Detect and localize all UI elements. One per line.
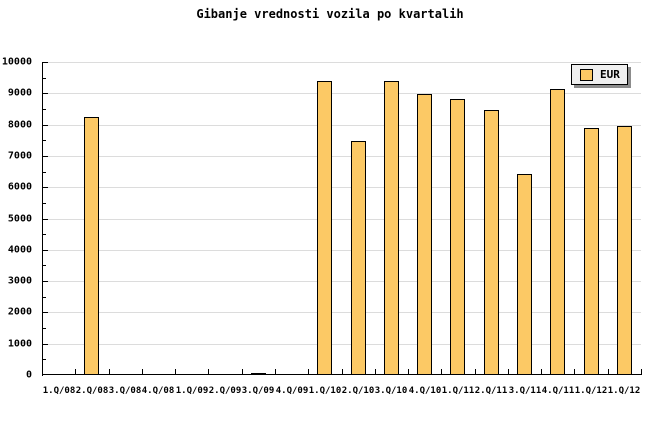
gridline: [42, 219, 641, 220]
x-tick: [541, 369, 542, 375]
y-tick-major: [43, 93, 48, 94]
gridline: [42, 62, 641, 63]
x-tick: [109, 369, 110, 375]
y-axis-label: 9000: [7, 87, 32, 99]
bar-2.Q/11-13: [484, 110, 499, 375]
y-tick-major: [43, 125, 48, 126]
y-tick-minor: [43, 297, 46, 298]
x-axis-label: 4.Q/09: [275, 386, 309, 396]
x-axis-label: 3.Q/11: [508, 386, 542, 396]
chart-title: Gibanje vrednosti vozila po kvartalih: [196, 7, 464, 21]
y-axis-label: 4000: [7, 244, 32, 256]
bar-4.Q/11-15: [550, 89, 565, 375]
x-axis-label: 4.Q/10: [408, 386, 442, 396]
gridline: [42, 312, 641, 313]
gridline: [42, 281, 641, 282]
y-tick-major: [43, 187, 48, 188]
x-axis-label: 2.Q/10: [341, 386, 375, 396]
x-tick: [408, 369, 409, 375]
y-axis-label: 1000: [7, 338, 32, 350]
x-tick: [375, 369, 376, 375]
x-axis-label: 3.Q/08: [108, 386, 142, 396]
x-tick: [275, 369, 276, 375]
y-tick-minor: [43, 234, 46, 235]
y-axis-label: 3000: [7, 275, 32, 287]
x-axis-label: 4.Q/08: [141, 386, 175, 396]
y-tick-major: [43, 219, 48, 220]
x-axis-label: 2.Q/09: [208, 386, 242, 396]
y-tick-major: [43, 374, 48, 375]
x-tick: [308, 369, 309, 375]
gridline: [42, 250, 641, 251]
bar-1.Q/10-8: [317, 81, 332, 375]
y-tick-minor: [43, 78, 46, 79]
y-axis-label: 5000: [7, 213, 32, 225]
legend-label: EUR: [600, 68, 620, 81]
y-tick-minor: [43, 359, 46, 360]
y-axis-line: [42, 62, 43, 376]
y-tick-major: [43, 156, 48, 157]
y-axis-label: 6000: [7, 181, 32, 193]
y-tick-major: [43, 250, 48, 251]
x-tick: [75, 369, 76, 375]
x-tick: [175, 369, 176, 375]
x-tick: [142, 369, 143, 375]
y-tick-major: [43, 344, 48, 345]
x-axis-line: [42, 374, 641, 375]
x-axis-label: 3.Q/10: [374, 386, 408, 396]
x-axis-label: 2.Q/11: [474, 386, 508, 396]
y-tick-minor: [43, 328, 46, 329]
gridline: [42, 156, 641, 157]
x-axis-label: 4.Q/11: [541, 386, 575, 396]
x-tick: [441, 369, 442, 375]
y-axis-label: 8000: [7, 119, 32, 131]
x-tick: [342, 369, 343, 375]
y-tick-minor: [43, 172, 46, 173]
bar-2.Q/10-9: [351, 141, 366, 375]
bar-3.Q/11-14: [517, 174, 532, 375]
y-axis-label: 10000: [1, 56, 32, 68]
y-axis-label: 2000: [7, 306, 32, 318]
gridline: [42, 344, 641, 345]
x-axis-label: 2.Q/08: [75, 386, 109, 396]
x-axis-label: 1.Q/12: [574, 386, 608, 396]
x-tick: [508, 369, 509, 375]
y-tick-minor: [43, 265, 46, 266]
gridline: [42, 93, 641, 94]
x-tick: [641, 369, 642, 375]
x-axis-label: 1.Q/12: [607, 386, 641, 396]
y-axis-label: 0: [25, 369, 32, 381]
y-tick-major: [43, 312, 48, 313]
x-tick: [42, 369, 43, 375]
x-tick: [208, 369, 209, 375]
x-tick: [475, 369, 476, 375]
bar-2.Q/08-1: [84, 117, 99, 375]
x-axis-label: 1.Q/09: [175, 386, 209, 396]
y-tick-major: [43, 281, 48, 282]
bar-4.Q/10-11: [417, 94, 432, 375]
gridline: [42, 187, 641, 188]
bar-1.Q/11-12: [450, 99, 465, 375]
legend-swatch-icon: [580, 68, 593, 81]
y-tick-minor: [43, 109, 46, 110]
x-axis-label: 1.Q/11: [441, 386, 475, 396]
x-tick: [608, 369, 609, 375]
bar-1.Q/12-16: [584, 128, 599, 375]
y-tick-major: [43, 62, 48, 63]
x-tick: [574, 369, 575, 375]
x-axis-label: 1.Q/08: [42, 386, 76, 396]
x-axis-label: 1.Q/10: [308, 386, 342, 396]
x-axis-label: 3.Q/09: [241, 386, 275, 396]
gridline: [42, 125, 641, 126]
y-tick-minor: [43, 203, 46, 204]
x-tick: [242, 369, 243, 375]
legend: EUR: [571, 64, 628, 85]
y-axis-label: 7000: [7, 150, 32, 162]
bar-1.Q/12-17: [617, 126, 632, 375]
bar-3.Q/10-10: [384, 81, 399, 375]
y-tick-minor: [43, 140, 46, 141]
